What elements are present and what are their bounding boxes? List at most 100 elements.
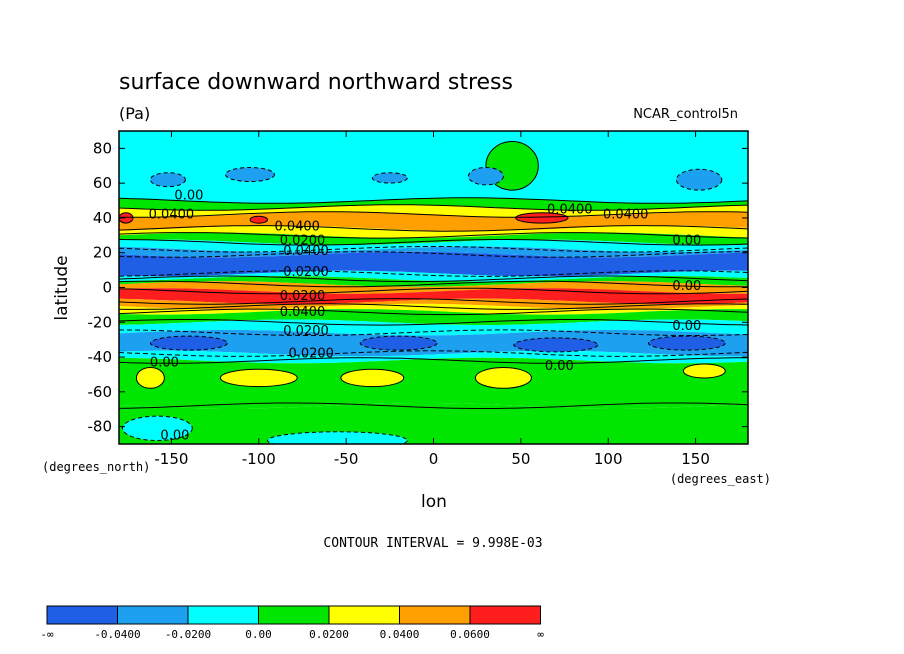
zonal-band — [119, 303, 748, 315]
contour-label: 0.0200 — [280, 289, 326, 304]
x-units-label: (degrees_east) — [670, 472, 771, 486]
contour-region — [467, 167, 504, 186]
contour-label: 0.00 — [672, 319, 701, 334]
contour-line — [119, 239, 748, 246]
contour-label: 0.0400 — [274, 220, 320, 235]
zonal-band — [119, 281, 748, 294]
contour-line — [119, 275, 748, 283]
colorbar-swatch — [469, 605, 541, 625]
contour-line — [119, 251, 748, 258]
contour-region — [513, 337, 599, 353]
contour-region — [225, 167, 275, 182]
contour-region — [340, 368, 405, 388]
colorbar-swatch — [258, 605, 330, 625]
contour-line — [119, 280, 748, 288]
x-tick-label: 100 — [594, 450, 623, 468]
contour-line — [119, 402, 748, 409]
chart-title: surface downward northward stress — [119, 70, 513, 95]
contour-region — [359, 335, 438, 351]
contour-line — [119, 204, 748, 211]
colorbar-label: -0.0400 — [94, 628, 140, 641]
zonal-band — [119, 197, 748, 211]
contour-line — [119, 232, 748, 239]
contour-label: 0.0400 — [547, 202, 593, 217]
colorbar: -∞ -0.0400 -0.0200 0.00 0.0200 0.0400 0.0600 ∞ — [40, 605, 544, 641]
contour-region — [249, 215, 268, 224]
contour-region — [267, 431, 408, 444]
contour-line — [119, 287, 748, 295]
dataset-label: NCAR_control5n — [633, 107, 738, 122]
contour-region — [647, 335, 726, 351]
contour-label: 0.0200 — [283, 265, 329, 280]
x-axis-label: lon — [421, 492, 447, 512]
contour-label: 0.0200 — [283, 324, 329, 339]
contour-region — [474, 367, 532, 389]
x-axis: -150 -100 -50 0 50 100 150 — [154, 131, 710, 468]
zonal-band — [119, 309, 748, 326]
colorbar-swatch — [117, 605, 189, 625]
contour-label: 0.00 — [672, 234, 701, 249]
contour-label: 0.00 — [160, 428, 189, 443]
colorbar-swatch — [328, 605, 400, 625]
colorbar-swatch — [399, 605, 471, 625]
zonal-band — [119, 246, 748, 258]
colorbar-swatch — [46, 605, 118, 625]
contour-line — [119, 197, 748, 204]
contour-region — [371, 172, 408, 184]
contour-line — [119, 211, 748, 218]
zonal-band — [119, 298, 748, 310]
contour-region — [121, 415, 193, 441]
zonal-band — [119, 232, 748, 246]
contour-label: 0.0400 — [603, 208, 649, 223]
y-tick-label: 40 — [93, 209, 112, 227]
colorbar-label: 0.00 — [245, 628, 272, 641]
contour-region — [150, 335, 228, 351]
colorbar-label: -0.0200 — [165, 628, 211, 641]
contour-line — [119, 225, 748, 232]
colorbar-swatch — [187, 605, 259, 625]
zonal-band — [119, 319, 748, 336]
contour-label: 0.0400 — [280, 305, 326, 320]
contour-line — [119, 246, 748, 253]
contour-label: 0.00 — [150, 355, 179, 370]
y-tick-label: 20 — [93, 244, 112, 262]
colorbar-label: 0.0600 — [450, 628, 490, 641]
contour-region — [515, 212, 569, 224]
contour-label: 0.00 — [174, 188, 203, 203]
x-tick-label: -100 — [242, 450, 276, 468]
y-tick-label: 60 — [93, 174, 112, 192]
contour-line — [119, 303, 748, 310]
contour-line — [119, 319, 748, 326]
contour-label: 0.0200 — [280, 234, 326, 249]
y-axis: 80 60 40 20 0 -20 -40 -60 -80 — [88, 139, 748, 436]
contour-region — [675, 168, 723, 191]
x-tick-label: -150 — [154, 450, 188, 468]
contour-line — [119, 270, 748, 277]
colorbar-label: -∞ — [40, 628, 54, 641]
colorbar-label: 0.0400 — [380, 628, 420, 641]
x-tick-label: -50 — [334, 450, 359, 468]
contour-region — [682, 363, 726, 379]
contour-label: 0.00 — [672, 279, 701, 294]
contour-region — [135, 367, 165, 389]
contour-region — [119, 212, 134, 224]
zonal-band — [119, 204, 748, 218]
x-tick-label: 150 — [681, 450, 710, 468]
x-tick-label: 50 — [511, 450, 530, 468]
contour-line — [119, 298, 748, 305]
contour-label: 0.00 — [545, 359, 574, 374]
y-axis-label: latitude — [52, 255, 72, 320]
zonal-band — [119, 239, 748, 252]
contour-line — [119, 329, 748, 336]
colorbar-label: ∞ — [537, 628, 544, 641]
zonal-band — [119, 357, 748, 409]
contour-region — [149, 172, 186, 188]
contour-label: 0.0400 — [283, 244, 329, 259]
zonal-band — [119, 270, 748, 282]
zonal-band — [119, 403, 748, 444]
contour-line — [119, 357, 748, 364]
zonal-band — [119, 131, 748, 204]
y-tick-label: 0 — [102, 279, 112, 297]
chart-units: (Pa) — [119, 104, 150, 123]
